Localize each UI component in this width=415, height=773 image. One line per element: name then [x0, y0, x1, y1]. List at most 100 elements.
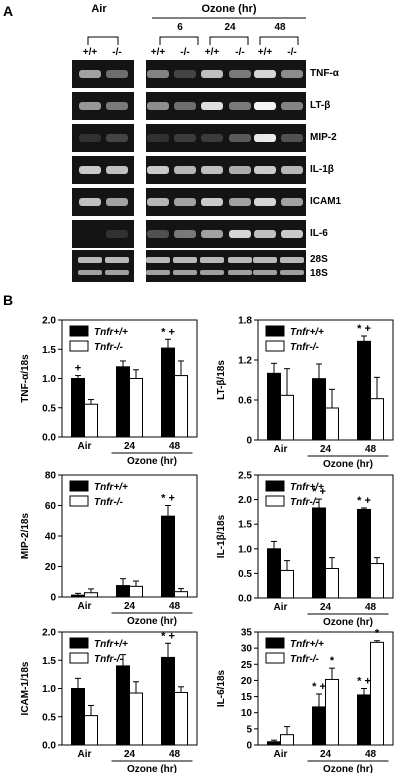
bar-ko-air — [280, 394, 294, 441]
legend-label-wt: Tnfr+/+ — [290, 639, 324, 650]
legend-swatch-ko — [69, 652, 89, 664]
bar-ko-air — [84, 715, 98, 746]
gel-band — [147, 70, 169, 78]
bar-ko-air — [280, 734, 294, 746]
y-tick-label: 0.5 — [238, 569, 252, 580]
gel-band — [106, 102, 128, 110]
gel-band — [281, 198, 303, 206]
gel-band — [229, 134, 251, 142]
bar-ko-24 — [325, 567, 339, 599]
significance-marker: * — [375, 628, 380, 640]
gel-band — [79, 70, 101, 78]
category-label: Air — [78, 601, 92, 612]
y-axis-label: TNF-α/18s — [20, 354, 31, 403]
gel-band — [201, 134, 223, 142]
y-tick-label: 0.6 — [238, 396, 252, 407]
y-tick-label: 2.5 — [238, 471, 252, 482]
y-tick-label: 0.0 — [238, 594, 252, 605]
legend-label-ko: Tnfr-/- — [94, 654, 124, 665]
legend-label-wt: Tnfr+/+ — [290, 482, 324, 493]
legend-label-wt: Tnfr+/+ — [290, 327, 324, 338]
category-label: 48 — [365, 602, 377, 613]
gel-band — [254, 102, 276, 110]
rrna-band-18s — [105, 270, 129, 275]
rrna-band-28s — [200, 257, 224, 263]
legend-label-ko: Tnfr-/- — [290, 497, 320, 508]
gel-band — [147, 134, 169, 142]
gel-strip-ozone — [146, 60, 306, 88]
panel-a-letter: A — [3, 3, 13, 19]
timepoint-6: 6 — [177, 22, 183, 33]
bar-wt-air — [267, 741, 281, 746]
gene-label-mip2: MIP-2 — [310, 132, 337, 143]
legend-swatch-ko — [69, 495, 89, 507]
gel-strip-ozone — [146, 92, 306, 120]
y-axis-label: ICAM-1/18s — [20, 661, 31, 715]
bar-ko-24 — [129, 585, 143, 598]
gel-band — [174, 198, 196, 206]
significance-marker: * + — [312, 681, 326, 693]
y-tick-label: 30 — [241, 644, 253, 655]
ozone-group-label: Ozone (hr) — [127, 764, 177, 773]
rrna-band-18s — [228, 270, 252, 275]
bar-ko-air — [84, 403, 98, 438]
gel-band — [229, 102, 251, 110]
air-bracket — [87, 36, 119, 45]
gel-band — [229, 198, 251, 206]
gel-strip-air — [72, 250, 134, 282]
rrna-band-18s — [253, 270, 277, 275]
bar-ko-48 — [370, 563, 384, 599]
chart-il1: 0.0 0.5 1.0 1.5 2.0 2.5 IL-1β/18s * + * + Air 24 48… — [216, 471, 394, 628]
gel-band — [201, 166, 223, 174]
category-label: 24 — [124, 749, 136, 760]
genotype-label: +/+ — [258, 47, 273, 58]
chart-tnf: 0.0 0.5 1.0 1.5 2.0 TNF-α/18s + * + Air 24 48 Ozone… — [20, 316, 198, 467]
rrna-band-18s — [78, 270, 102, 275]
gel-band — [147, 166, 169, 174]
gene-label-lt: LT-β — [310, 100, 330, 111]
panel-b-charts: B 0.0 0.5 1.0 1.5 2.0 TNF-α/18s + * + Air 24 48 Ozo… — [3, 292, 394, 773]
category-label: 24 — [320, 602, 332, 613]
gel-band — [201, 198, 223, 206]
genotype-label: +/+ — [151, 47, 166, 58]
chart-lt: 0 0.6 1.2 1.8 LT-β/18s * + Air 24 48 Ozone (hr) Tn… — [216, 316, 394, 470]
significance-marker: * — [330, 655, 335, 667]
rrna-band-18s — [146, 270, 170, 275]
category-label: 24 — [320, 444, 332, 455]
rrna-band-28s — [228, 257, 252, 263]
gel-band — [174, 102, 196, 110]
genotype-label: +/+ — [205, 47, 220, 58]
legend-label-ko: Tnfr-/- — [290, 654, 320, 665]
bar-wt-48 — [357, 340, 371, 441]
ozone-group-label: Ozone (hr) — [323, 617, 373, 628]
gene-label-il6: IL-6 — [310, 228, 328, 239]
significance-marker: * + — [161, 630, 175, 642]
gel-band — [254, 230, 276, 238]
gel-band — [281, 134, 303, 142]
legend-swatch-ko — [265, 340, 285, 352]
timepoint-48: 48 — [274, 22, 286, 33]
y-tick-label: 0 — [246, 436, 252, 447]
legend-swatch-wt — [69, 637, 89, 649]
legend-swatch-wt — [69, 480, 89, 492]
gene-label-il1: IL-1β — [310, 164, 334, 175]
y-tick-label: 2.0 — [42, 628, 56, 639]
gel-band — [147, 198, 169, 206]
genotype-label: -/- — [112, 47, 121, 58]
gel-band — [174, 230, 196, 238]
gel-band — [229, 70, 251, 78]
category-label: Air — [274, 444, 288, 455]
y-tick-label: 20 — [241, 676, 253, 687]
bar-wt-48 — [161, 656, 175, 746]
legend-label-ko: Tnfr-/- — [94, 497, 124, 508]
y-tick-label: 2.0 — [42, 316, 56, 327]
significance-marker: * + — [161, 326, 175, 338]
rrna-band-18s — [200, 270, 224, 275]
y-tick-label: 25 — [241, 660, 253, 671]
y-tick-label: 20 — [45, 562, 57, 573]
air-header: Air — [91, 3, 107, 15]
gel-strip-ozone — [146, 188, 306, 216]
y-tick-label: 1.0 — [42, 684, 56, 695]
bar-ko-air — [84, 592, 98, 598]
bar-wt-24 — [116, 665, 130, 746]
